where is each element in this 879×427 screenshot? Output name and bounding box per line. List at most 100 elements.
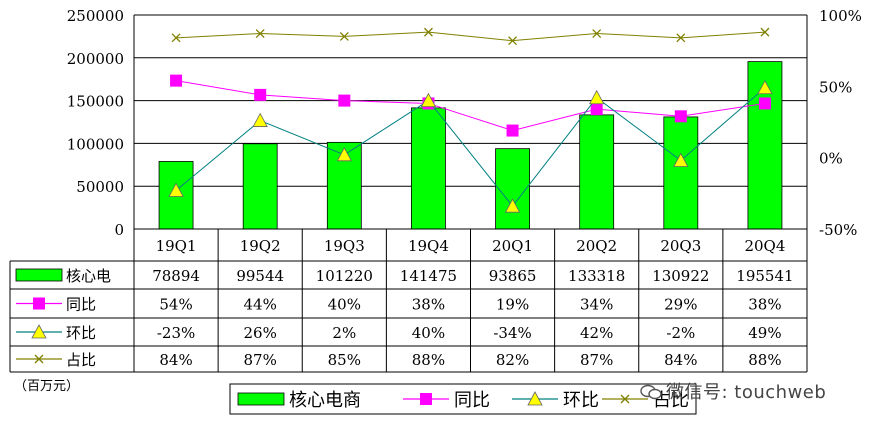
table-cell: 19% <box>496 296 529 314</box>
line-point <box>34 354 44 364</box>
line-point <box>674 110 687 123</box>
legend: 核心电商 同比 环比 占比 <box>229 383 697 415</box>
table-cell: 133318 <box>568 267 625 285</box>
line-point <box>527 391 543 406</box>
table-cell: 38% <box>412 296 445 314</box>
legend-label: 同比 <box>454 390 490 411</box>
table-cell: 29% <box>664 296 697 314</box>
line-point <box>420 393 432 405</box>
line-point <box>336 146 352 162</box>
legend-label: 环比 <box>563 390 599 411</box>
table-cell: 84% <box>159 351 192 369</box>
series-line <box>175 87 766 207</box>
bar-series <box>158 61 783 230</box>
table-cell: 26% <box>244 324 277 342</box>
line-point <box>423 27 433 37</box>
x-tick-label: 19Q4 <box>408 237 449 255</box>
line-point <box>254 88 267 101</box>
bar <box>242 143 278 230</box>
table-cell: 40% <box>328 296 361 314</box>
line-point <box>339 31 349 41</box>
x-tick-label: 20Q1 <box>492 237 533 255</box>
data-table: 19Q1 19Q2 19Q3 19Q4 20Q1 20Q2 20Q3 20Q4 核心电 78894… <box>9 228 808 373</box>
y-left-tick-label: 0 <box>114 221 124 239</box>
line-point <box>31 324 47 339</box>
table-cell: 87% <box>244 351 277 369</box>
table-cell: -34% <box>493 324 531 342</box>
legend-key <box>237 392 285 406</box>
line-point <box>590 103 603 116</box>
line-point <box>33 297 45 310</box>
bar <box>495 148 530 230</box>
line-point <box>506 124 519 137</box>
table-cell: 2% <box>332 324 356 342</box>
table-row-label: 环比 <box>66 324 96 342</box>
y-left-tick-label: 200000 <box>67 50 124 68</box>
line-point <box>168 182 184 197</box>
line-point <box>676 33 686 43</box>
table-cell: 40% <box>412 324 445 342</box>
bar <box>411 107 446 230</box>
table-cell: 88% <box>412 351 445 369</box>
table-cell: -23% <box>157 324 195 342</box>
y-right-tick-label: 0% <box>819 150 843 168</box>
x-tick-label: 19Q2 <box>240 237 281 255</box>
table-cell: 88% <box>748 351 781 369</box>
line-point <box>255 29 265 39</box>
table-cell: 195541 <box>736 267 793 285</box>
line-point <box>757 79 773 95</box>
y-right-tick-label: -50% <box>819 221 857 239</box>
line-point <box>592 29 602 39</box>
table-cell: 44% <box>244 296 277 314</box>
table-cell: 49% <box>748 324 781 342</box>
table-row-label: 同比 <box>66 296 96 314</box>
table-cell: 38% <box>748 296 781 314</box>
table-cell: 84% <box>664 351 697 369</box>
line-point <box>252 112 268 127</box>
line-point <box>673 152 689 167</box>
legend-label: 核心电商 <box>289 390 361 411</box>
table-cell: 85% <box>328 351 361 369</box>
series-line <box>176 31 765 42</box>
bar <box>663 116 699 230</box>
table-row-label: 占比 <box>66 351 96 369</box>
table-row-label: 核心电 <box>66 267 111 285</box>
table-cell: 82% <box>496 351 529 369</box>
unit-note: （百万元） <box>14 379 79 394</box>
line-point <box>760 27 770 37</box>
bar <box>579 114 615 230</box>
line-series <box>168 27 773 213</box>
y-right-tick-label: 50% <box>819 78 852 96</box>
x-tick-label: 19Q3 <box>324 237 365 255</box>
line-point <box>420 92 437 107</box>
line-point <box>758 97 771 110</box>
y-right-tick-label: 100% <box>819 7 862 25</box>
table-cell: 78894 <box>152 267 200 285</box>
y-left-tick-label: 250000 <box>67 7 124 25</box>
gridlines <box>134 14 807 187</box>
table-cell: -2% <box>666 324 695 342</box>
legend-label: 占比 <box>653 390 689 411</box>
line-point <box>504 198 521 213</box>
x-tick-label: 20Q4 <box>744 237 785 255</box>
line-point <box>338 94 351 107</box>
x-tick-label: 20Q3 <box>660 237 701 255</box>
line-point <box>508 36 518 46</box>
table-cell: 34% <box>580 296 613 314</box>
table-cell: 87% <box>580 351 613 369</box>
line-point <box>170 74 183 87</box>
table-cell: 141475 <box>400 267 457 285</box>
wechat-icon <box>640 384 662 400</box>
x-tick-label: 19Q1 <box>156 237 197 255</box>
line-point <box>589 89 605 105</box>
table-cell: 101220 <box>316 267 373 285</box>
y-left-tick-label: 150000 <box>67 93 124 111</box>
table-cell: 54% <box>159 296 192 314</box>
line-point <box>620 394 630 404</box>
table-cell: 130922 <box>652 267 709 285</box>
table-cell: 93865 <box>489 267 537 285</box>
y-left-tick-label: 50000 <box>76 178 124 196</box>
table-cell: 42% <box>580 324 613 342</box>
watermark: 微信号: touchweb <box>640 378 826 404</box>
